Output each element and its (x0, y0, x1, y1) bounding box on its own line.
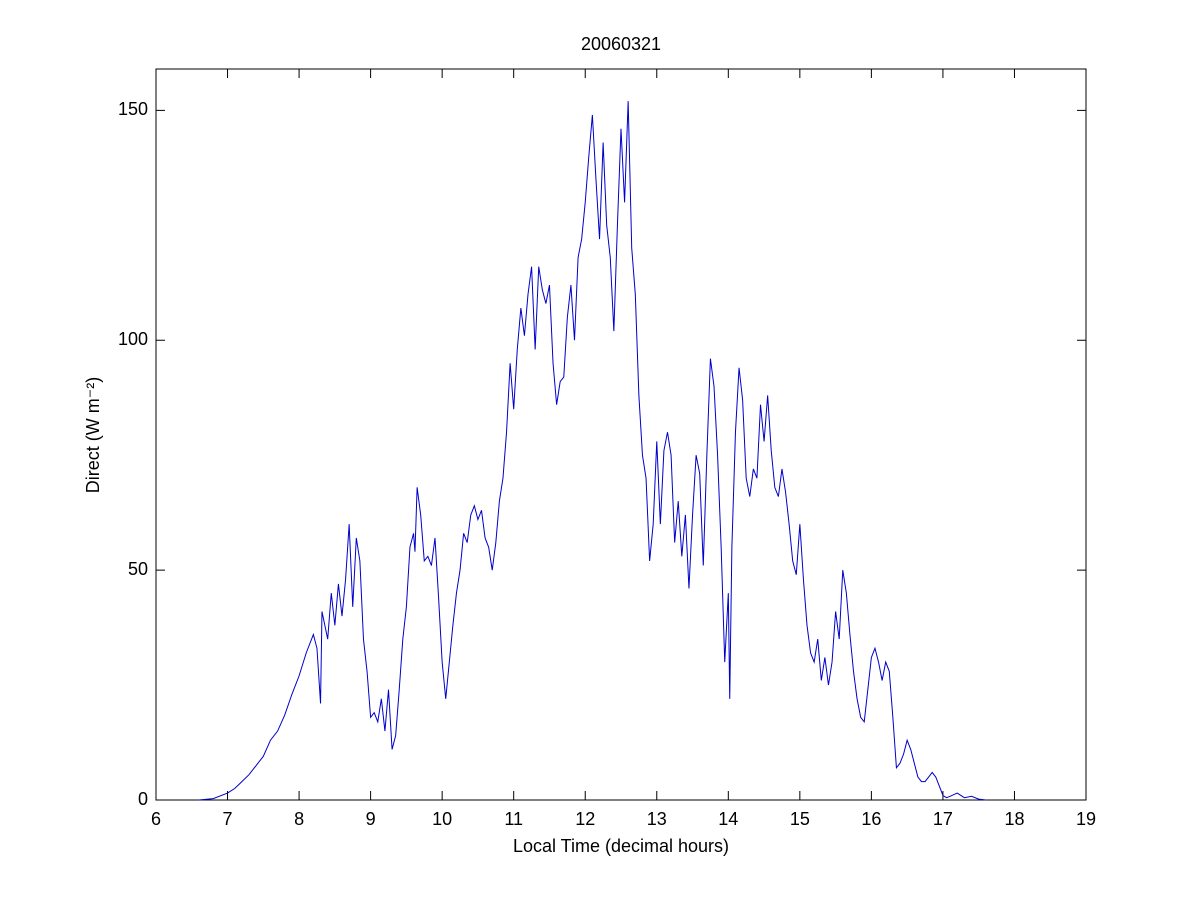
y-axis-label: Direct (W m⁻²) (83, 377, 103, 493)
chart-title: 20060321 (581, 34, 661, 54)
x-tick-label: 11 (504, 809, 523, 829)
x-tick-label: 19 (1076, 809, 1096, 829)
y-tick-label: 0 (138, 789, 148, 809)
x-tick-label: 18 (1004, 809, 1024, 829)
y-tick-label: 50 (128, 559, 148, 579)
x-tick-label: 13 (647, 809, 667, 829)
plot-frame (155, 68, 1087, 801)
data-line (198, 101, 986, 801)
x-tick-label: 17 (933, 809, 953, 829)
x-tick-label: 7 (223, 809, 233, 829)
x-tick-label: 8 (294, 809, 304, 829)
x-tick-label: 12 (575, 809, 595, 829)
x-tick-label: 16 (861, 809, 881, 829)
x-tick-label: 9 (366, 809, 376, 829)
x-tick-label: 14 (718, 809, 738, 829)
x-tick-label: 6 (151, 809, 161, 829)
x-tick-label: 10 (432, 809, 452, 829)
y-tick-label: 100 (118, 329, 148, 349)
y-tick-label: 150 (118, 99, 148, 119)
x-tick-label: 15 (790, 809, 810, 829)
x-axis-label: Local Time (decimal hours) (513, 836, 729, 856)
